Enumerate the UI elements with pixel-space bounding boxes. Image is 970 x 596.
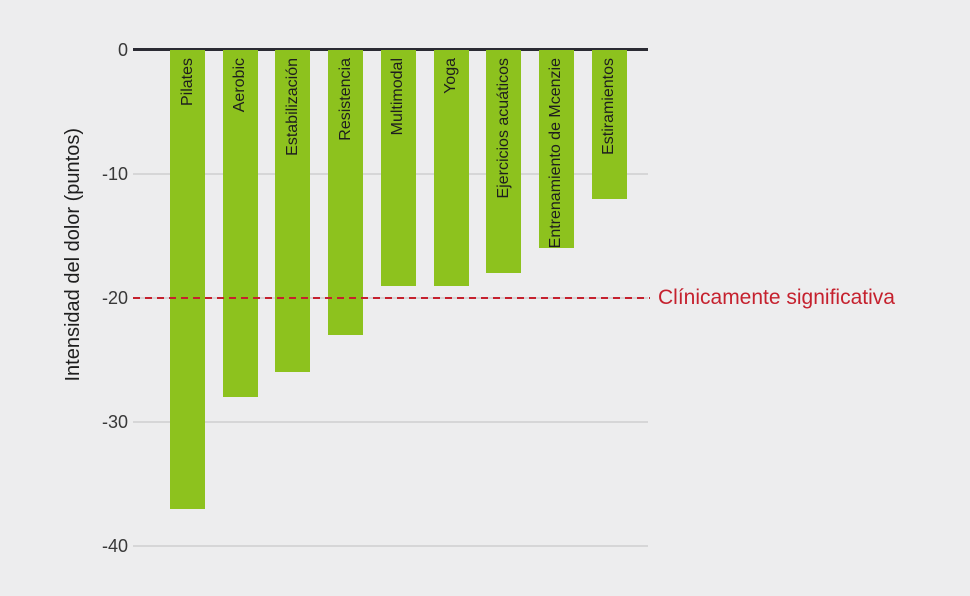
bar-label-resistencia: Resistencia [336,58,354,141]
zero-axis-line [133,47,648,51]
bar-label-entrenamiento-de-mcenzie: Entrenamiento de Mcenzie [547,58,565,249]
bar-aerobic: Aerobic [222,50,258,397]
y-tick-label--40: -40 [101,536,128,556]
y-tick-label--20: -20 [101,288,128,308]
bar-label-box: Multimodal [381,50,416,286]
y-tick-label-0: 0 [117,40,128,60]
bar-estabilizacion: Estabilización [275,50,311,372]
bar-label-estiramientos: Estiramientos [600,58,618,155]
bar-pilates: Pilates [170,50,205,509]
bar-label-box: Estabilización [275,50,310,372]
bar-label-box: Pilates [170,50,205,509]
bar-label-box: Estiramientos [592,50,627,199]
bar-label-yoga: Yoga [442,58,459,94]
y-axis-title: Intensidad del dolor (puntos) [51,113,95,397]
bar-label-box: Ejercicios acuáticos [486,50,521,273]
clinical-threshold-label: Clínicamente significativa [658,286,895,309]
bar-label-multimodal: Multimodal [389,58,407,136]
bar-label-ejercicios-acuaticos: Ejercicios acuáticos [494,58,512,199]
y-tick-label--10: -10 [101,164,128,184]
bar-estiramientos: Estiramientos [591,50,627,199]
bar-entrenamiento-de-mcenzie: Entrenamiento de Mcenzie [538,50,574,248]
bar-label-box: Aerobic [223,50,258,397]
bar-yoga: Yoga [433,50,469,286]
clinical-threshold-dashed-line [133,297,650,299]
y-tick-label--30: -30 [101,412,128,432]
bar-label-box: Yoga [434,50,469,286]
bar-label-box: Resistencia [328,50,363,335]
bar-label-aerobic: Aerobic [231,58,249,113]
bar-resistencia: Resistencia [328,50,364,335]
bar-label-pilates: Pilates [178,58,196,107]
bar-label-estabilizacion: Estabilización [283,58,301,156]
bar-multimodal: Multimodal [380,50,416,286]
bar-label-box: Entrenamiento de Mcenzie [539,50,574,248]
bar-ejercicios-acuaticos: Ejercicios acuáticos [486,50,522,273]
gridline--30 [133,421,648,423]
gridline--40 [133,545,648,547]
